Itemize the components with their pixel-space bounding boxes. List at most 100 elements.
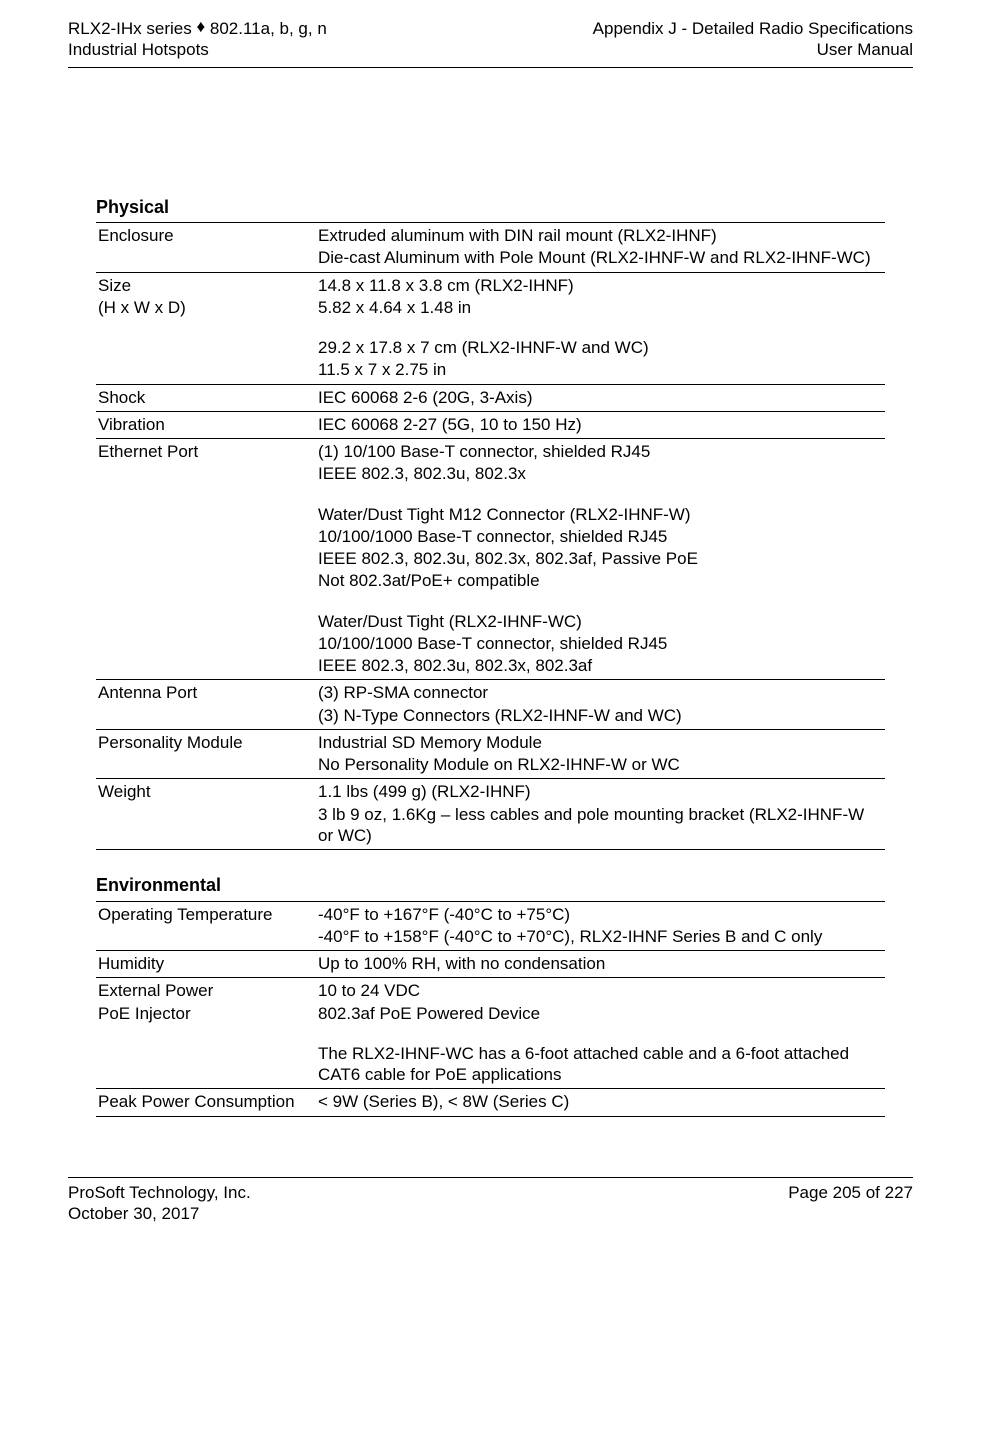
diamond-icon: ♦ <box>196 16 205 37</box>
section-title-environmental: Environmental <box>96 874 885 897</box>
label-text: Size <box>98 275 310 296</box>
row-value: Extruded aluminum with DIN rail mount (R… <box>316 223 885 273</box>
value-text: The RLX2-IHNF-WC has a 6-foot attached c… <box>318 1043 879 1086</box>
value-text: 10/100/1000 Base-T connector, shielded R… <box>318 633 879 654</box>
table-row: Operating Temperature -40°F to +167°F (-4… <box>96 901 885 951</box>
label-text: Personality Module <box>98 732 310 753</box>
table-row: Weight 1.1 lbs (499 g) (RLX2-IHNF)3 lb 9 … <box>96 779 885 850</box>
label-text: Humidity <box>98 953 310 974</box>
row-value: -40°F to +167°F (-40°C to +75°C)-40°F to… <box>316 901 885 951</box>
row-label: Antenna Port <box>96 680 316 730</box>
row-value: (1) 10/100 Base-T connector, shielded RJ… <box>316 439 885 680</box>
value-text: Water/Dust Tight (RLX2-IHNF-WC) <box>318 611 879 632</box>
table-row: Humidity Up to 100% RH, with no condensat… <box>96 951 885 978</box>
value-text: 5.82 x 4.64 x 1.48 in <box>318 297 879 318</box>
row-label: Peak Power Consumption <box>96 1089 316 1116</box>
value-text: 11.5 x 7 x 2.75 in <box>318 359 879 380</box>
page-header: RLX2-IHx series ♦ 802.11a, b, g, n Indus… <box>68 18 913 68</box>
value-text: Not 802.3at/PoE+ compatible <box>318 570 879 591</box>
value-text: -40°F to +167°F (-40°C to +75°C) <box>318 904 879 925</box>
row-label: Ethernet Port <box>96 439 316 680</box>
header-product-suffix: 802.11a, b, g, n <box>205 19 327 38</box>
row-label: Personality Module <box>96 729 316 779</box>
header-right: Appendix J - Detailed Radio Specificatio… <box>593 18 913 61</box>
value-text: Die-cast Aluminum with Pole Mount (RLX2-… <box>318 247 879 268</box>
value-text: (1) 10/100 Base-T connector, shielded RJ… <box>318 441 879 462</box>
row-value: 1.1 lbs (499 g) (RLX2-IHNF)3 lb 9 oz, 1.… <box>316 779 885 850</box>
label-text: Operating Temperature <box>98 904 310 925</box>
blank-line <box>318 593 879 611</box>
label-text: Weight <box>98 781 310 802</box>
row-label: Enclosure <box>96 223 316 273</box>
label-text: External Power <box>98 980 310 1001</box>
value-text: 14.8 x 11.8 x 3.8 cm (RLX2-IHNF) <box>318 275 879 296</box>
table-row: Ethernet Port (1) 10/100 Base-T connector… <box>96 439 885 680</box>
blank-line <box>318 1025 879 1043</box>
blank-line <box>318 319 879 337</box>
value-text: No Personality Module on RLX2-IHNF-W or … <box>318 754 879 775</box>
table-row: Enclosure Extruded aluminum with DIN rail… <box>96 223 885 273</box>
row-value: IEC 60068 2-27 (5G, 10 to 150 Hz) <box>316 411 885 438</box>
row-value: 14.8 x 11.8 x 3.8 cm (RLX2-IHNF)5.82 x 4… <box>316 272 885 384</box>
table-row: Peak Power Consumption< 9W (Series B), <… <box>96 1089 885 1116</box>
label-text: Enclosure <box>98 225 310 246</box>
value-text: Water/Dust Tight M12 Connector (RLX2-IHN… <box>318 504 879 525</box>
value-text: Extruded aluminum with DIN rail mount (R… <box>318 225 879 246</box>
header-product-line: RLX2-IHx series ♦ 802.11a, b, g, n <box>68 18 327 39</box>
footer-left: ProSoft Technology, Inc. October 30, 201… <box>68 1182 251 1225</box>
table-row: Personality Module Industrial SD Memory M… <box>96 729 885 779</box>
row-label: Vibration <box>96 411 316 438</box>
value-text: Up to 100% RH, with no condensation <box>318 953 879 974</box>
value-text: IEC 60068 2-6 (20G, 3-Axis) <box>318 387 879 408</box>
value-text: 3 lb 9 oz, 1.6Kg – less cables and pole … <box>318 804 879 847</box>
label-text: Shock <box>98 387 310 408</box>
physical-table: Enclosure Extruded aluminum with DIN rail… <box>96 222 885 850</box>
value-text: IEEE 802.3, 802.3u, 802.3x <box>318 463 879 484</box>
page-content: Physical Enclosure Extruded aluminum with… <box>68 68 913 1117</box>
page-footer: ProSoft Technology, Inc. October 30, 201… <box>68 1177 913 1225</box>
row-label: Weight <box>96 779 316 850</box>
row-value: Industrial SD Memory ModuleNo Personalit… <box>316 729 885 779</box>
value-text: 29.2 x 17.8 x 7 cm (RLX2-IHNF-W and WC) <box>318 337 879 358</box>
value-text: IEEE 802.3, 802.3u, 802.3x, 802.3af, Pas… <box>318 548 879 569</box>
header-product-prefix: RLX2-IHx series <box>68 19 196 38</box>
row-label: External PowerPoE Injector <box>96 978 316 1089</box>
value-text: 1.1 lbs (499 g) (RLX2-IHNF) <box>318 781 879 802</box>
value-text: 10 to 24 VDC <box>318 980 879 1001</box>
header-appendix: Appendix J - Detailed Radio Specificatio… <box>593 18 913 39</box>
label-text: (H x W x D) <box>98 297 310 318</box>
header-subtitle-left: Industrial Hotspots <box>68 39 327 60</box>
row-value: (3) RP-SMA connector(3) N-Type Connector… <box>316 680 885 730</box>
section-title-physical: Physical <box>96 196 885 219</box>
label-text: Vibration <box>98 414 310 435</box>
table-row: Shock IEC 60068 2-6 (20G, 3-Axis) <box>96 384 885 411</box>
value-text: < 9W (Series B), < 8W (Series C) <box>318 1091 879 1112</box>
value-text: (3) RP-SMA connector <box>318 682 879 703</box>
table-row: Antenna Port (3) RP-SMA connector(3) N-Ty… <box>96 680 885 730</box>
value-text: Industrial SD Memory Module <box>318 732 879 753</box>
row-value: < 9W (Series B), < 8W (Series C) <box>316 1089 885 1116</box>
row-label: Operating Temperature <box>96 901 316 951</box>
footer-company: ProSoft Technology, Inc. <box>68 1182 251 1203</box>
label-text: Antenna Port <box>98 682 310 703</box>
row-label: Shock <box>96 384 316 411</box>
value-text: IEEE 802.3, 802.3u, 802.3x, 802.3af <box>318 655 879 676</box>
value-text: 10/100/1000 Base-T connector, shielded R… <box>318 526 879 547</box>
row-label: Humidity <box>96 951 316 978</box>
row-value: Up to 100% RH, with no condensation <box>316 951 885 978</box>
row-value: IEC 60068 2-6 (20G, 3-Axis) <box>316 384 885 411</box>
table-row: Size(H x W x D)14.8 x 11.8 x 3.8 cm (RLX… <box>96 272 885 384</box>
value-text: IEC 60068 2-27 (5G, 10 to 150 Hz) <box>318 414 879 435</box>
footer-page-number: Page 205 of 227 <box>788 1182 913 1203</box>
label-text: Ethernet Port <box>98 441 310 462</box>
table-row: Vibration IEC 60068 2-27 (5G, 10 to 150 H… <box>96 411 885 438</box>
header-left: RLX2-IHx series ♦ 802.11a, b, g, n Indus… <box>68 18 327 61</box>
value-text: (3) N-Type Connectors (RLX2-IHNF-W and W… <box>318 705 879 726</box>
blank-line <box>318 486 879 504</box>
label-text: PoE Injector <box>98 1003 310 1024</box>
value-text: -40°F to +158°F (-40°C to +70°C), RLX2-I… <box>318 926 879 947</box>
row-value: 10 to 24 VDC802.3af PoE Powered DeviceTh… <box>316 978 885 1089</box>
footer-right: Page 205 of 227 <box>788 1182 913 1225</box>
row-label: Size(H x W x D) <box>96 272 316 384</box>
footer-date: October 30, 2017 <box>68 1203 251 1224</box>
